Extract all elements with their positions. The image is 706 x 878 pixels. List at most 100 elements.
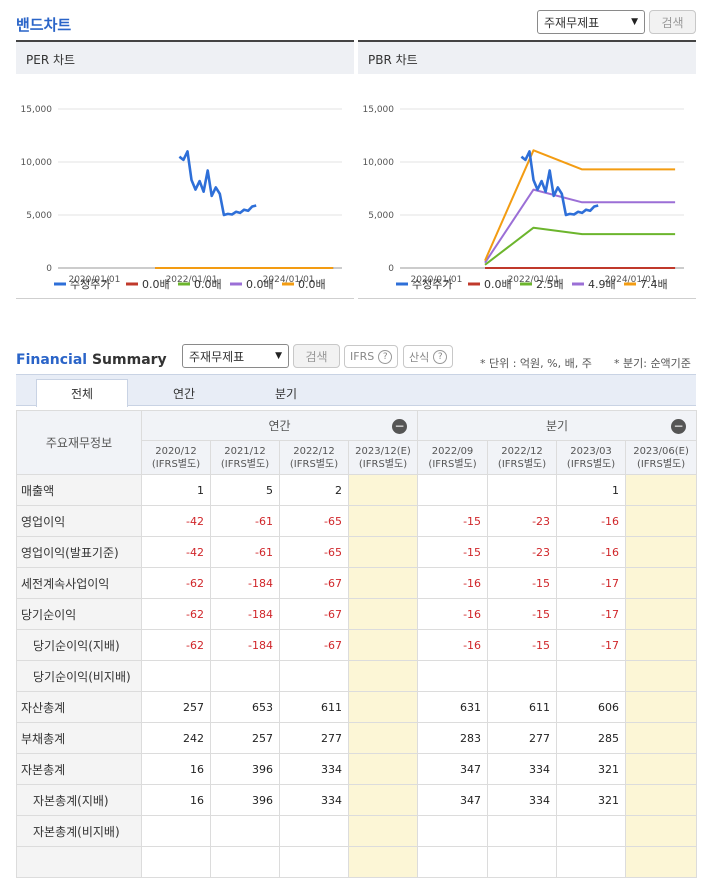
column-header: 2021/12 (IFRS별도)	[210, 440, 280, 475]
column-header: 2022/09 (IFRS별도)	[417, 440, 489, 475]
group-quarter-header: 분기 −	[417, 410, 698, 441]
table-cell	[347, 691, 419, 723]
row-label[interactable]: 영업이익(발표기준)	[16, 536, 142, 568]
column-basis: (IFRS별도)	[636, 458, 686, 470]
table-cell	[279, 660, 349, 692]
ifrs-label: IFRS	[350, 350, 375, 363]
column-header: 2023/06(E) (IFRS별도)	[625, 440, 698, 475]
band-search-button[interactable]: 검색	[649, 10, 696, 34]
table-cell: -61	[210, 536, 280, 568]
chevron-down-icon: ▼	[631, 17, 638, 27]
table-cell	[417, 815, 489, 847]
table-cell: -62	[141, 598, 211, 630]
per-chart: 15,000 10,000 5,000 0 2020/01/01 2022/01/01 20…	[21, 105, 342, 291]
collapse-icon[interactable]: −	[392, 419, 408, 434]
table-cell	[417, 660, 489, 692]
tab-all[interactable]: 전체	[36, 379, 128, 407]
table-row: 영업이익(발표기준) -42 -61 -65 -15 -23 -16	[16, 536, 698, 568]
table-cell	[625, 846, 698, 878]
table-cell	[347, 753, 419, 785]
table-row: 세전계속사업이익 -62 -184 -67 -16 -15 -17	[16, 567, 698, 599]
x-tick-label: 2022/01/01	[508, 275, 560, 285]
table-cell	[487, 660, 558, 692]
table-cell: -17	[556, 598, 627, 630]
table-cell	[556, 660, 627, 692]
table-cell: 334	[487, 753, 558, 785]
table-cell: 611	[487, 691, 558, 723]
row-label	[16, 846, 142, 878]
legend-label: 4.9배	[588, 278, 616, 291]
table-cell: -15	[417, 505, 489, 537]
table-cell	[625, 474, 698, 506]
table-cell	[347, 815, 419, 847]
table-cell: 5	[210, 474, 280, 506]
table-cell	[347, 567, 419, 599]
financial-summary-title-b: Summary	[87, 352, 167, 368]
x-tick-label: 2024/01/01	[263, 275, 315, 285]
tab-quarter[interactable]: 분기	[274, 386, 298, 401]
table-cell	[347, 722, 419, 754]
row-label[interactable]: 당기순이익(지배)	[16, 629, 142, 661]
table-cell	[347, 536, 419, 568]
ifrs-info-button[interactable]: IFRS ?	[344, 345, 399, 368]
band-statement-select-value: 주재무제표	[544, 15, 600, 30]
table-cell: 1	[556, 474, 627, 506]
band-chart-title: 밴드차트	[16, 16, 72, 34]
table-cell	[625, 598, 698, 630]
table-cell: -23	[487, 536, 558, 568]
table-cell	[417, 474, 489, 506]
table-cell: 321	[556, 784, 627, 816]
period-tabs: 전체 연간 분기	[16, 374, 696, 407]
table-row	[16, 846, 698, 878]
table-row: 당기순이익(비지배)	[16, 660, 698, 692]
table-cell	[210, 660, 280, 692]
row-label[interactable]: 세전계속사업이익	[16, 567, 142, 599]
x-tick-label: 2024/01/01	[605, 275, 657, 285]
table-cell: -15	[487, 629, 558, 661]
column-basis: (IFRS별도)	[220, 458, 270, 470]
row-label[interactable]: 자산총계	[16, 691, 142, 723]
pbr-chart-panel: PBR 차트 15,000 10,000 5,000 0 2020/01/01 2022/…	[358, 40, 696, 299]
column-date: 2022/12	[501, 445, 543, 457]
x-tick-label: 2022/01/01	[166, 275, 218, 285]
formula-info-button[interactable]: 산식 ?	[403, 345, 454, 368]
table-cell: -16	[556, 536, 627, 568]
column-date: 2022/09	[431, 445, 474, 457]
table-row: 부채총계 242 257 277 283 277 285	[16, 722, 698, 754]
fs-statement-select[interactable]: 주재무제표 ▼	[182, 344, 289, 368]
chevron-down-icon: ▼	[275, 351, 282, 361]
pbr-chart: 15,000 10,000 5,000 0 2020/01/01 2022/01/01 20…	[363, 105, 684, 291]
row-label[interactable]: 매출액	[16, 474, 142, 506]
table-cell	[347, 784, 419, 816]
table-cell: -67	[279, 567, 349, 599]
table-cell: -17	[556, 629, 627, 661]
table-cell	[625, 505, 698, 537]
financial-table: 주요재무정보 연간 − 분기 − 2020/12 (IFRS별도) 2021/12(…	[16, 410, 698, 878]
table-cell: 277	[279, 722, 349, 754]
legend-label: 0.0배	[246, 278, 274, 291]
band-statement-select[interactable]: 주재무제표 ▼	[537, 10, 645, 34]
financial-summary-title-a: Financial	[16, 352, 88, 368]
table-cell: 283	[417, 722, 489, 754]
row-label[interactable]: 부채총계	[16, 722, 142, 754]
row-label[interactable]: 자본총계(지배)	[16, 784, 142, 816]
row-label[interactable]: 당기순이익(비지배)	[16, 660, 142, 692]
table-cell	[417, 846, 489, 878]
row-label[interactable]: 자본총계	[16, 753, 142, 785]
table-row: 당기순이익(지배) -62 -184 -67 -16 -15 -17	[16, 629, 698, 661]
column-basis: (IFRS별도)	[566, 458, 616, 470]
legend-label: 수정주가	[412, 278, 452, 291]
collapse-icon[interactable]: −	[671, 419, 687, 434]
y-tick-label: 10,000	[21, 158, 53, 168]
series-line	[484, 149, 676, 262]
row-label[interactable]: 자본총계(비지배)	[16, 815, 142, 847]
row-label[interactable]: 당기순이익	[16, 598, 142, 630]
table-cell: -15	[487, 598, 558, 630]
fs-search-button[interactable]: 검색	[293, 344, 340, 368]
table-cell	[625, 691, 698, 723]
row-label[interactable]: 영업이익	[16, 505, 142, 537]
table-cell: -16	[556, 505, 627, 537]
column-basis: (IFRS별도)	[151, 458, 201, 470]
tab-annual[interactable]: 연간	[172, 386, 196, 401]
table-cell	[210, 815, 280, 847]
